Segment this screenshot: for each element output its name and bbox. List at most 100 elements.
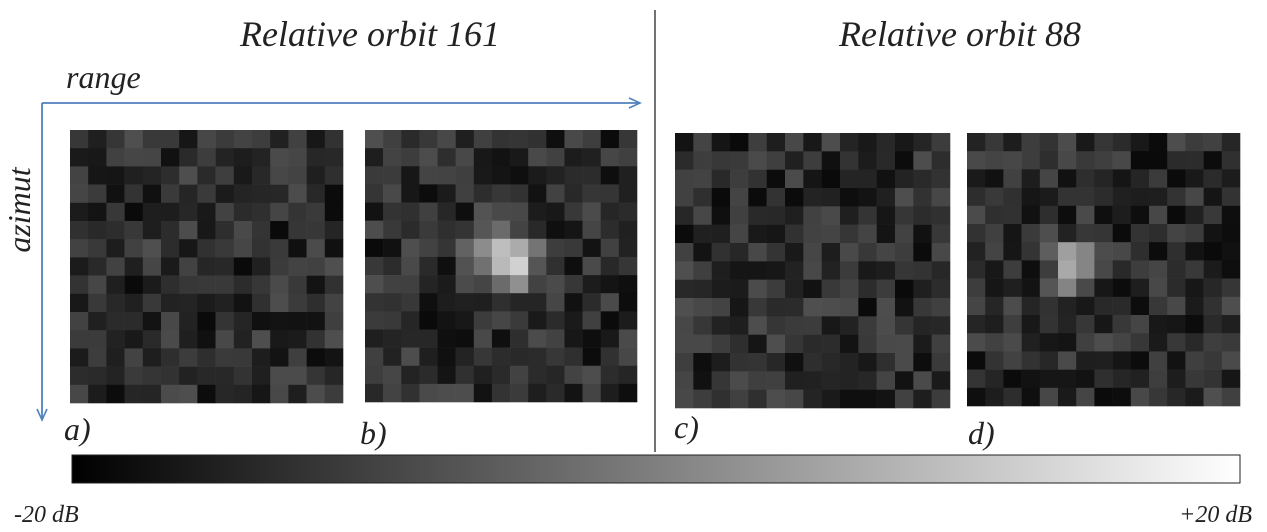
pixel — [401, 203, 419, 221]
pixel — [985, 242, 1004, 261]
pixel — [288, 257, 307, 276]
pixel — [619, 275, 637, 293]
pixel — [748, 335, 767, 354]
pixel — [125, 148, 144, 167]
pixel — [932, 206, 951, 225]
pixel — [456, 203, 474, 221]
pixel — [307, 203, 326, 222]
pixel — [216, 385, 235, 404]
pixel — [985, 188, 1004, 207]
pixel — [234, 203, 253, 222]
pixel — [88, 130, 107, 149]
pixel — [1094, 370, 1113, 389]
pixel — [88, 348, 107, 367]
pixel — [1149, 333, 1168, 352]
pixel — [748, 206, 767, 225]
pixel — [967, 206, 986, 225]
pixel — [564, 384, 582, 402]
pixel — [1094, 279, 1113, 298]
pixel — [858, 353, 877, 372]
pixel — [1040, 370, 1059, 389]
pixel — [1040, 351, 1059, 370]
pixel — [1076, 206, 1095, 225]
pixel — [877, 133, 896, 152]
pixel — [1185, 206, 1204, 225]
pixel — [474, 348, 492, 366]
pixel — [601, 311, 619, 329]
pixel — [1076, 297, 1095, 316]
pixel — [1022, 151, 1041, 170]
pixel — [583, 221, 601, 239]
pixel — [510, 311, 528, 329]
pixel — [1113, 151, 1132, 170]
pixel — [492, 366, 510, 384]
pixel — [1022, 297, 1041, 316]
left-title: Relative orbit 161 — [239, 14, 500, 54]
pixel — [197, 330, 216, 349]
pixel — [1185, 242, 1204, 261]
pixel — [1167, 224, 1186, 243]
pixel — [546, 203, 564, 221]
pixel — [619, 257, 637, 275]
pixel — [1022, 260, 1041, 279]
pixel — [803, 280, 822, 299]
pixel — [438, 166, 456, 184]
pixel — [419, 275, 437, 293]
pixel — [1076, 260, 1095, 279]
pixel — [492, 384, 510, 402]
pixel — [1204, 242, 1223, 261]
pixel — [106, 385, 125, 404]
pixel — [913, 133, 932, 152]
pixel — [564, 311, 582, 329]
pixel — [1113, 242, 1132, 261]
pixel — [712, 298, 731, 317]
pixel — [288, 221, 307, 240]
pixel — [234, 367, 253, 386]
pixel — [438, 130, 456, 148]
pixel — [785, 133, 804, 152]
pixel — [307, 239, 326, 258]
pixel — [1222, 370, 1241, 389]
pixel — [270, 330, 289, 349]
pixel — [288, 348, 307, 367]
pixel — [474, 329, 492, 347]
pixel — [456, 275, 474, 293]
pixel — [712, 133, 731, 152]
pixel — [822, 206, 841, 225]
pixel — [70, 276, 89, 295]
pixel — [712, 280, 731, 299]
pixel — [401, 221, 419, 239]
pixel — [365, 239, 383, 257]
pixel — [419, 329, 437, 347]
pixel — [840, 390, 859, 409]
pixel — [1094, 169, 1113, 188]
pixel — [1204, 333, 1223, 352]
pixel — [143, 294, 162, 313]
pixel — [840, 225, 859, 244]
pixel — [712, 188, 731, 207]
pixel — [1003, 224, 1022, 243]
pixel — [1058, 133, 1077, 152]
pixel — [767, 316, 786, 335]
pixel — [510, 203, 528, 221]
panels: a)b)c)d) — [64, 130, 1240, 451]
pixel — [1185, 351, 1204, 370]
pixel — [161, 203, 180, 222]
range-label: range — [66, 59, 141, 95]
pixel — [325, 330, 344, 349]
pixel — [822, 133, 841, 152]
pixel — [216, 312, 235, 331]
pixel — [730, 371, 749, 390]
pixel — [913, 151, 932, 170]
pixel — [216, 221, 235, 240]
pixel — [1003, 351, 1022, 370]
pixel — [967, 169, 986, 188]
pixel — [288, 294, 307, 313]
pixel — [528, 184, 546, 202]
pixel — [1003, 242, 1022, 261]
pixel — [748, 188, 767, 207]
pixel — [1094, 388, 1113, 407]
pixel — [325, 148, 344, 167]
pixel — [985, 151, 1004, 170]
pixel — [546, 348, 564, 366]
